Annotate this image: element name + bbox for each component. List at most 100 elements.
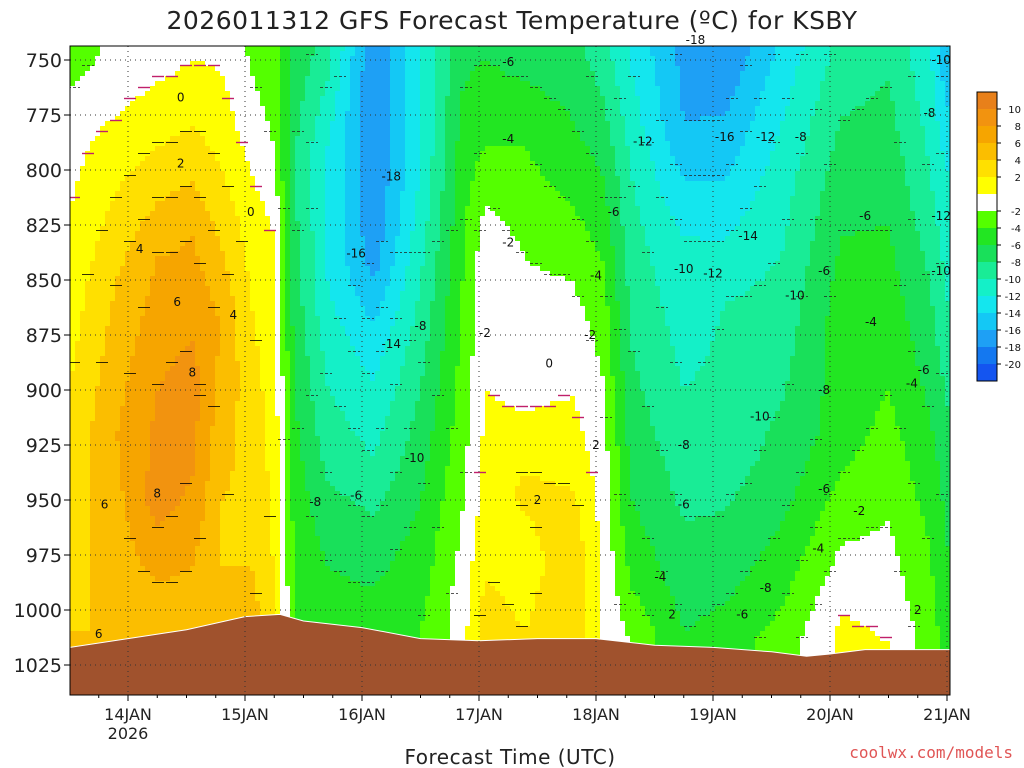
field-cell bbox=[260, 261, 265, 266]
field-cell bbox=[190, 256, 195, 261]
field-cell bbox=[230, 51, 235, 56]
field-cell bbox=[140, 346, 145, 351]
field-cell bbox=[95, 276, 100, 281]
field-cell bbox=[95, 326, 100, 331]
field-cell bbox=[100, 396, 105, 401]
field-cell bbox=[165, 596, 170, 601]
field-cell bbox=[150, 226, 155, 231]
field-cell bbox=[220, 151, 225, 156]
field-cell bbox=[255, 471, 260, 476]
field-cell bbox=[70, 256, 75, 261]
field-cell bbox=[120, 56, 125, 61]
field-cell bbox=[80, 426, 85, 431]
field-cell bbox=[140, 471, 145, 476]
field-cell bbox=[85, 196, 90, 201]
field-cell bbox=[120, 91, 125, 96]
field-cell bbox=[260, 271, 265, 276]
field-cell bbox=[200, 126, 205, 131]
field-cell bbox=[80, 116, 85, 121]
field-cell bbox=[110, 376, 115, 381]
field-cell bbox=[100, 531, 105, 536]
field-cell bbox=[210, 396, 215, 401]
field-cell bbox=[160, 586, 165, 591]
field-cell bbox=[105, 301, 110, 306]
field-cell bbox=[245, 506, 250, 511]
field-cell bbox=[200, 336, 205, 341]
field-cell bbox=[200, 551, 205, 556]
field-cell bbox=[95, 346, 100, 351]
field-cell bbox=[200, 451, 205, 456]
field-cell bbox=[75, 386, 80, 391]
field-cell bbox=[200, 311, 205, 316]
field-cell bbox=[215, 306, 220, 311]
field-cell bbox=[245, 91, 250, 96]
field-cell bbox=[140, 461, 145, 466]
field-cell bbox=[210, 566, 215, 571]
field-cell bbox=[85, 621, 90, 626]
field-cell bbox=[185, 566, 190, 571]
field-cell bbox=[105, 566, 110, 571]
field-cell bbox=[95, 521, 100, 526]
field-cell bbox=[155, 436, 160, 441]
field-cell bbox=[105, 101, 110, 106]
field-cell bbox=[70, 486, 75, 491]
field-cell bbox=[120, 401, 125, 406]
field-cell bbox=[250, 156, 255, 161]
field-cell bbox=[110, 551, 115, 556]
field-cell bbox=[170, 586, 175, 591]
field-cell bbox=[115, 216, 120, 221]
field-cell bbox=[165, 276, 170, 281]
field-cell bbox=[190, 441, 195, 446]
field-cell bbox=[215, 431, 220, 436]
field-cell bbox=[120, 286, 125, 291]
field-cell bbox=[160, 411, 165, 416]
field-cell bbox=[235, 461, 240, 466]
field-cell bbox=[110, 206, 115, 211]
field-cell bbox=[105, 616, 110, 621]
field-cell bbox=[200, 511, 205, 516]
field-cell bbox=[85, 516, 90, 521]
field-cell bbox=[195, 451, 200, 456]
field-cell bbox=[195, 486, 200, 491]
field-cell bbox=[110, 626, 115, 631]
field-cell bbox=[130, 381, 135, 386]
field-cell bbox=[180, 211, 185, 216]
field-cell bbox=[185, 576, 190, 581]
field-cell bbox=[100, 516, 105, 521]
field-cell bbox=[170, 351, 175, 356]
field-cell bbox=[150, 186, 155, 191]
field-cell bbox=[215, 411, 220, 416]
field-cell bbox=[185, 331, 190, 336]
field-cell bbox=[200, 96, 205, 101]
field-cell bbox=[150, 386, 155, 391]
field-cell bbox=[180, 366, 185, 371]
field-cell bbox=[170, 241, 175, 246]
field-cell bbox=[185, 116, 190, 121]
field-cell bbox=[95, 221, 100, 226]
field-cell bbox=[155, 541, 160, 546]
field-cell bbox=[75, 326, 80, 331]
field-cell bbox=[190, 336, 195, 341]
field-cell bbox=[145, 301, 150, 306]
field-cell bbox=[250, 511, 255, 516]
field-cell bbox=[85, 116, 90, 121]
field-cell bbox=[215, 446, 220, 451]
field-cell bbox=[255, 481, 260, 486]
field-cell bbox=[105, 366, 110, 371]
field-cell bbox=[160, 156, 165, 161]
field-cell bbox=[110, 136, 115, 141]
field-cell bbox=[110, 381, 115, 386]
field-cell bbox=[80, 626, 85, 631]
field-cell bbox=[135, 46, 140, 51]
field-cell bbox=[200, 401, 205, 406]
field-cell bbox=[165, 256, 170, 261]
field-cell bbox=[175, 201, 180, 206]
field-cell bbox=[75, 401, 80, 406]
field-cell bbox=[220, 46, 225, 51]
field-cell bbox=[105, 186, 110, 191]
field-cell bbox=[85, 231, 90, 236]
field-cell bbox=[180, 551, 185, 556]
field-cell bbox=[95, 171, 100, 176]
field-cell bbox=[230, 236, 235, 241]
field-cell bbox=[260, 211, 265, 216]
